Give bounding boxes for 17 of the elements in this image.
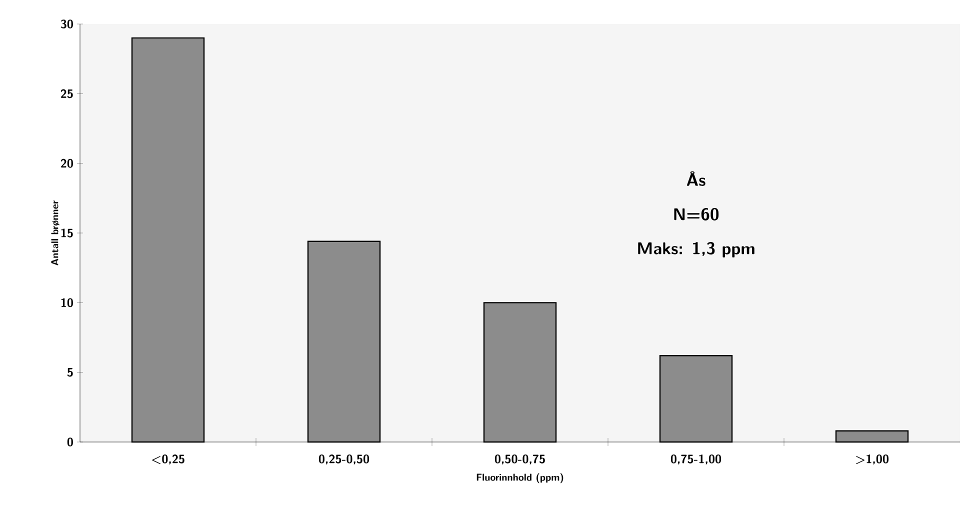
y-tick-label: 0: [67, 438, 73, 446]
x-tick-label: 0,75-1,00: [670, 454, 722, 464]
x-axis-title: Fluorinnhold (ppm): [476, 473, 564, 484]
y-tick-label: 10: [61, 298, 73, 308]
annotation: Ås: [686, 171, 706, 186]
y-tick-label: 30: [60, 20, 73, 28]
x-tick-label: >1,00: [856, 454, 889, 464]
y-tick-label: 15: [61, 228, 73, 238]
annotation: N=60: [674, 208, 719, 220]
y-tick-label: 20: [60, 158, 73, 168]
y-tick-label: 25: [60, 89, 73, 98]
x-tick-label: 0,25-0,50: [318, 454, 370, 464]
x-tick-label: 0,50-0,75: [494, 454, 545, 464]
annotation: Maks: 1,3 ppm: [638, 242, 754, 258]
y-tick-label: 5: [67, 368, 73, 377]
x-tick-label: <0,25: [152, 454, 184, 464]
y-axis-title: Antall brønner: [51, 200, 60, 266]
